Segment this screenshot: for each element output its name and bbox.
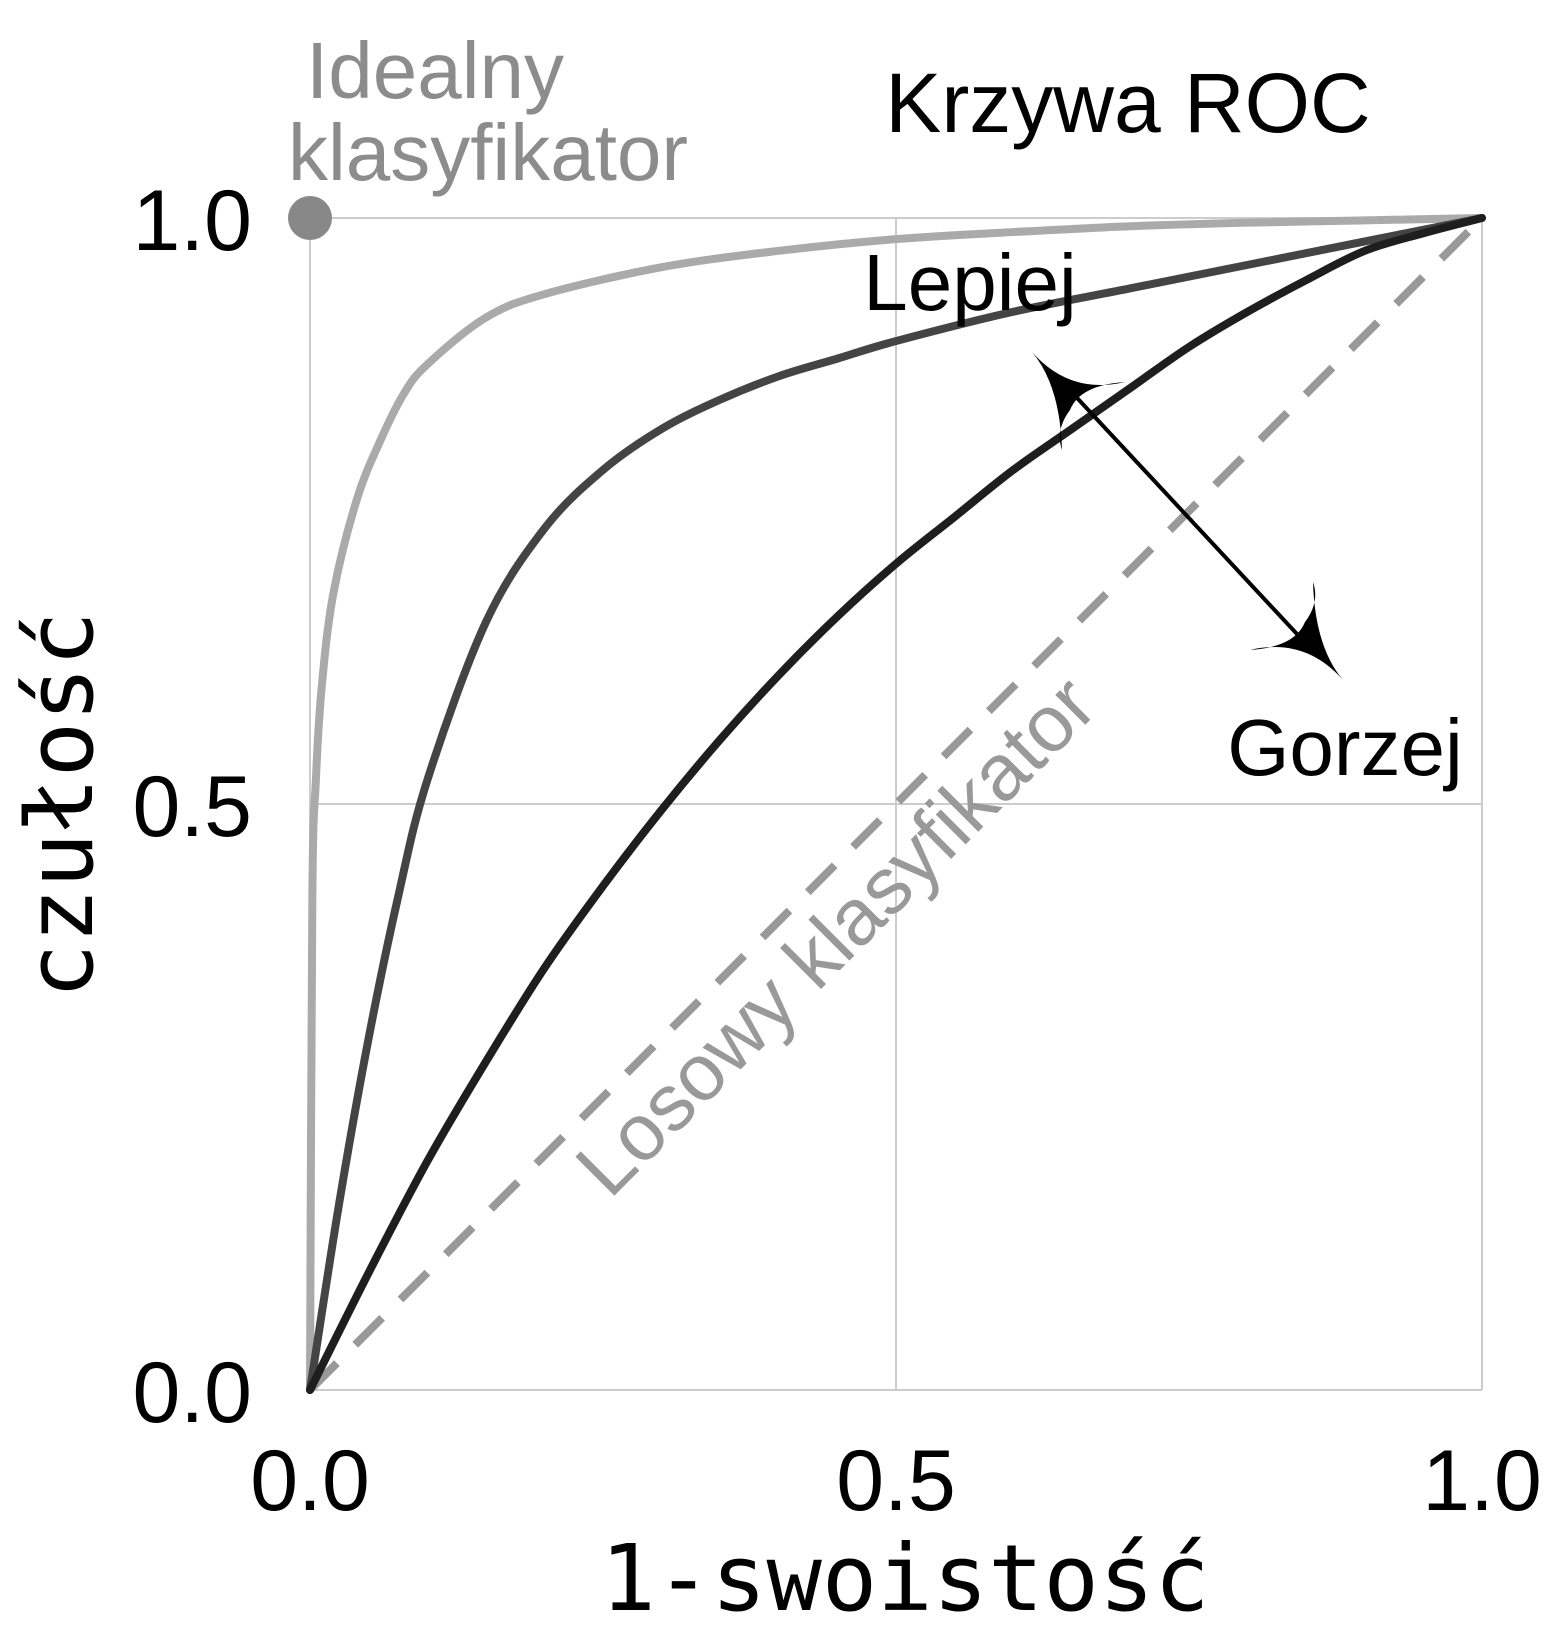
arrow-shaft: [1063, 383, 1312, 650]
better-worse-arrow: [1032, 352, 1343, 680]
y-tick-label: 1.0: [132, 173, 252, 269]
y-tick-labels: 0.0 0.5 1.0: [132, 173, 252, 1441]
y-tick-label: 0.5: [132, 759, 252, 855]
roc-curves: [306, 214, 1486, 1394]
ideal-classifier-point: [288, 196, 332, 240]
arrow-head-better: [1032, 352, 1125, 450]
roc-curve-2: [306, 214, 1486, 1394]
x-axis-label: 1-swoistość: [600, 1525, 1209, 1628]
x-tick-labels: 0.0 0.5 1.0: [250, 1433, 1542, 1529]
random-classifier-label: Losowy klasyfikator: [559, 659, 1112, 1212]
chart-title: Krzywa ROC: [885, 56, 1370, 150]
roc-curve-3: [306, 214, 1486, 1394]
arrow-head-worse: [1250, 582, 1343, 680]
better-label: Lepiej: [863, 238, 1077, 327]
worse-label: Gorzej: [1227, 703, 1463, 792]
y-tick-label: 0.0: [132, 1345, 252, 1441]
roc-curve-1: [306, 214, 1486, 1394]
ideal-label-line2: klasyfikator: [288, 108, 688, 197]
x-tick-label: 1.0: [1422, 1433, 1542, 1529]
x-tick-label: 0.0: [250, 1433, 370, 1529]
y-axis-label: czułość: [7, 611, 114, 999]
ideal-label-line1: Idealny: [306, 26, 564, 115]
random-classifier-line: [307, 215, 1485, 1393]
x-tick-label: 0.5: [836, 1433, 956, 1529]
